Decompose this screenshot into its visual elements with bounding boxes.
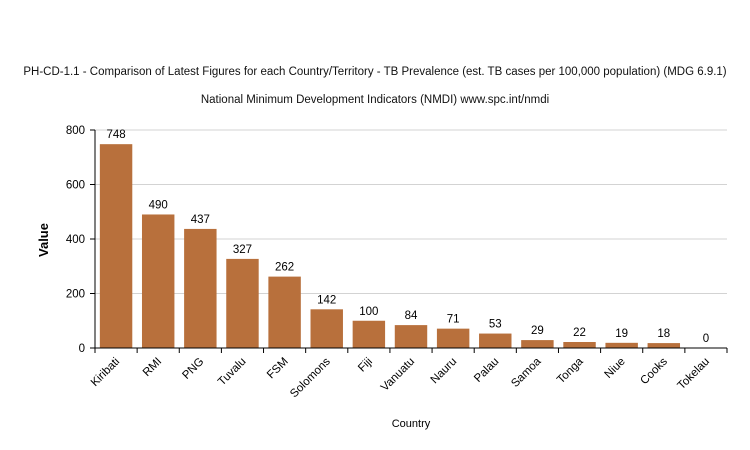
y-tick-label: 600 (66, 180, 85, 192)
bar-value-label: 18 (657, 328, 670, 340)
bar (521, 340, 554, 348)
bar-value-label: 100 (359, 306, 378, 318)
bar-value-label: 748 (106, 129, 125, 141)
x-tick-label: Tokelau (676, 356, 713, 393)
bar (310, 309, 343, 348)
bar (394, 325, 428, 348)
bar-value-label: 142 (317, 294, 336, 306)
bar (436, 328, 470, 348)
y-tick-label: 800 (66, 125, 85, 137)
bar (184, 228, 217, 348)
y-tick-label: 0 (79, 343, 85, 355)
bar (605, 342, 638, 348)
bars (99, 144, 681, 348)
bar-value-label: 22 (573, 327, 586, 339)
bar-value-label: 437 (191, 214, 210, 226)
x-tick-label: Kiribati (89, 356, 122, 389)
bar-value-label: 84 (405, 310, 418, 322)
x-tick-label: Solomons (288, 355, 333, 400)
x-tick-label: Palau (472, 356, 501, 385)
x-tick-label: Fiji (356, 356, 375, 375)
data-labels: 748 490 437 327 262 142 100 84 71 53 29 22 19 18 0 (106, 129, 709, 345)
bar (99, 144, 133, 348)
bar-value-label: 490 (149, 199, 168, 211)
x-tick-label: PNG (180, 356, 206, 382)
bar (563, 342, 596, 348)
bar-value-label: 262 (275, 262, 294, 274)
bar (479, 333, 512, 348)
bar (268, 276, 301, 348)
x-tick-label: RMI (141, 356, 164, 379)
bar (226, 258, 259, 348)
bar-value-label: 19 (615, 328, 628, 340)
bar (352, 320, 386, 348)
bar-value-label: 71 (447, 314, 460, 326)
bar-value-label: 327 (233, 244, 252, 256)
x-tick-label: Cooks (638, 355, 670, 387)
x-tick-label: FSM (265, 356, 291, 382)
bar (647, 343, 681, 348)
bar-value-label: 29 (531, 325, 544, 337)
chart-title: PH-CD-1.1 - Comparison of Latest Figures… (23, 66, 727, 78)
bar-value-label: 0 (703, 333, 709, 345)
y-tick-label: 400 (66, 234, 85, 246)
bar (141, 214, 175, 348)
chart-subtitle: National Minimum Development Indicators … (200, 94, 550, 106)
x-tick-label: Tuvalu (216, 356, 249, 389)
x-axis-title: Country (392, 418, 431, 430)
bar-value-label: 53 (489, 319, 502, 331)
y-axis-title: Value (36, 223, 51, 257)
x-tick-label: Tonga (555, 355, 586, 386)
y-tick-label: 200 (66, 289, 85, 301)
x-tick-label: Niue (603, 356, 628, 381)
x-tick-label: Samoa (509, 355, 544, 390)
x-tick-label: Vanuatu (379, 356, 417, 394)
x-tick-label: Nauru (429, 356, 460, 387)
